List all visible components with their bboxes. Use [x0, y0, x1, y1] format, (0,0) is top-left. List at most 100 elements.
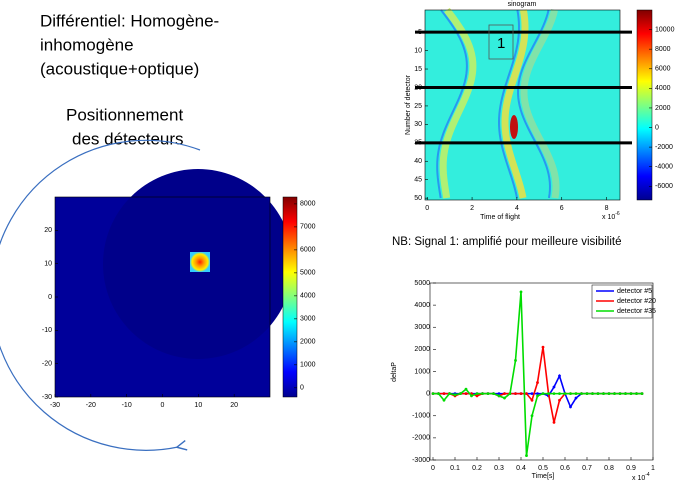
point	[547, 392, 550, 396]
point	[558, 374, 561, 378]
point	[525, 392, 528, 396]
legend-label: detector #35	[617, 308, 656, 315]
note: NB: Signal 1: amplifié pour meilleure vi…	[392, 236, 621, 248]
chart-title: sinogram	[508, 1, 537, 8]
point	[514, 392, 517, 396]
heatmap-image	[190, 252, 210, 272]
colorbar	[636, 9, 653, 201]
point	[525, 454, 528, 457]
x-tick-label: -30	[50, 402, 60, 409]
colorbar-tick-label: 5000	[300, 270, 316, 277]
detector-arc	[0, 139, 201, 451]
y-tick-label: 0	[48, 294, 52, 301]
point	[536, 394, 539, 398]
x-tick-label: -10	[122, 402, 132, 409]
y-tick-label: 25	[414, 103, 422, 110]
y-tick-label: 50	[414, 195, 422, 202]
x-tick-label: 0.3	[494, 465, 504, 472]
point	[486, 392, 490, 396]
title-line: Différentiel: Homogène-	[40, 11, 219, 30]
y-tick-label: 5000	[414, 280, 430, 287]
point	[552, 420, 556, 424]
point	[618, 392, 622, 396]
x-tick-label: 0.6	[560, 465, 570, 472]
y-tick-label: -20	[42, 361, 52, 368]
x-tick-label: 0	[161, 402, 165, 409]
point	[431, 392, 435, 396]
scale-base: x 10	[632, 475, 645, 482]
point	[607, 392, 611, 396]
x-tick-label: 0.1	[450, 465, 460, 472]
colorbar-tick-label: -4000	[655, 164, 673, 171]
point	[470, 394, 473, 398]
point	[530, 414, 534, 418]
colorbar-tick-label: -2000	[655, 144, 673, 151]
x-tick-label: 10	[194, 402, 202, 409]
point	[475, 392, 479, 396]
y-tick-label: 0	[426, 390, 430, 397]
colorbar-tick-label: 6000	[655, 66, 671, 73]
x-scale-label: x 10-4	[632, 472, 650, 482]
point	[464, 387, 468, 391]
point	[552, 392, 556, 396]
point	[448, 392, 451, 396]
point	[492, 392, 495, 396]
x-tick-label: 20	[230, 402, 238, 409]
annotation-box	[488, 24, 514, 60]
colorbar-tick-label: 7000	[300, 224, 316, 231]
sinogram-band	[497, 9, 520, 199]
point	[591, 392, 594, 396]
point	[552, 385, 556, 389]
colorbar-tick-label: 3000	[300, 316, 316, 323]
colorbar-tick-label: 8000	[300, 201, 316, 208]
point	[508, 392, 512, 396]
x-tick-label: 0.5	[538, 465, 548, 472]
point	[541, 392, 545, 396]
x-tick-label: 1	[651, 465, 655, 472]
x-tick-label: 0.7	[582, 465, 592, 472]
y-tick-label: 15	[414, 66, 422, 73]
title-line: (acoustique+optique)	[40, 59, 199, 78]
colorbar-tick-label: 4000	[655, 85, 671, 92]
point	[464, 392, 468, 396]
x-tick-label: 0.8	[604, 465, 614, 472]
point	[624, 392, 627, 396]
point	[563, 392, 567, 396]
y-tick-label: 30	[414, 121, 422, 128]
point	[481, 392, 484, 396]
x-tick-label: -20	[86, 402, 96, 409]
sinogram-band	[436, 9, 468, 199]
colorbar-tick-label: 10000	[655, 26, 675, 33]
x-tick-label: 0	[431, 465, 435, 472]
point	[585, 392, 589, 396]
point	[635, 392, 638, 396]
colorbar-tick-label: 4000	[300, 293, 316, 300]
y-tick-label: -1000	[412, 413, 430, 420]
point	[530, 398, 534, 402]
point	[602, 392, 605, 396]
x-tick-label: 0.9	[626, 465, 636, 472]
y-tick-label: -10	[42, 327, 52, 334]
colorbar-tick-label: 0	[655, 124, 659, 131]
x-axis-label: Time of flight	[480, 214, 520, 221]
point	[503, 396, 506, 400]
point	[519, 392, 523, 396]
point	[530, 392, 534, 396]
y-tick-label: 10	[414, 47, 422, 54]
y-tick-label: -3000	[412, 457, 430, 464]
colorbar-tick-label: 0	[300, 385, 304, 392]
colorbar-tick-label: 1000	[300, 362, 316, 369]
point	[613, 392, 616, 396]
x-tick-label: 2	[470, 205, 474, 212]
colorbar-tick-label: 2000	[300, 339, 316, 346]
y-tick-label: -30	[42, 394, 52, 401]
x-tick-label: 0.4	[516, 465, 526, 472]
scale-exponent: -6	[615, 211, 620, 217]
point	[574, 392, 578, 396]
point	[574, 396, 578, 400]
point	[497, 392, 501, 396]
subtitle-line: Positionnement	[66, 105, 183, 124]
colorbar-tick-label: 8000	[655, 46, 671, 53]
point	[541, 345, 545, 349]
point	[453, 393, 457, 397]
